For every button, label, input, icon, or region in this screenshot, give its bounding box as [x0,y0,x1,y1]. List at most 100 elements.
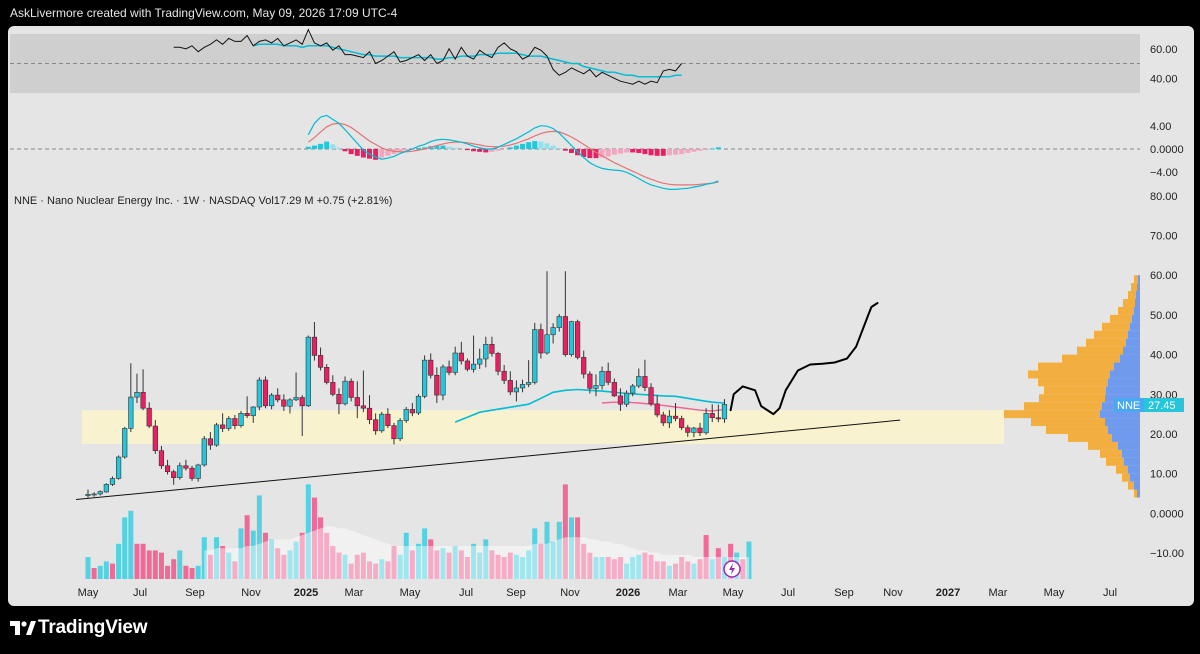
candle[interactable] [146,402,152,429]
candle[interactable] [244,396,250,419]
candle[interactable] [623,390,630,408]
candle[interactable] [446,360,452,376]
candle[interactable] [330,375,336,397]
candle[interactable] [495,351,501,376]
candle[interactable] [336,388,342,415]
candle[interactable] [201,435,207,467]
candle[interactable] [324,364,330,385]
candle[interactable] [366,395,373,425]
candle[interactable] [391,422,397,445]
candle[interactable] [397,418,403,442]
candle[interactable] [654,395,660,418]
candle[interactable] [642,359,648,392]
candle[interactable] [85,489,91,498]
candle[interactable] [574,319,581,360]
candle[interactable] [458,341,464,365]
candle[interactable] [464,358,471,372]
candle[interactable] [195,463,201,482]
candle[interactable] [403,407,409,423]
candle[interactable] [183,459,189,471]
candle[interactable] [660,411,666,427]
candle[interactable] [599,366,605,390]
candle[interactable] [103,483,109,493]
candle[interactable] [556,314,562,332]
candle[interactable] [275,388,281,403]
candle[interactable] [532,322,538,385]
candle[interactable] [91,492,97,497]
candle[interactable] [636,368,642,388]
candle[interactable] [544,271,550,355]
candle[interactable] [581,350,587,379]
candle[interactable] [305,335,311,408]
candle[interactable] [715,404,721,423]
candle[interactable] [568,320,575,357]
candle[interactable] [354,381,360,419]
candle[interactable] [477,348,483,369]
candle[interactable] [232,414,238,430]
candle[interactable] [256,377,262,411]
candle[interactable] [287,398,293,414]
candle[interactable] [373,413,379,435]
candle[interactable] [140,369,146,411]
candle[interactable] [293,372,299,402]
candle[interactable] [666,410,672,429]
candle[interactable] [171,469,177,485]
candle[interactable] [97,490,103,496]
candle[interactable] [226,416,232,431]
candle[interactable] [421,355,428,399]
candle[interactable] [513,380,519,402]
candle[interactable] [213,422,220,447]
candle[interactable] [207,432,214,450]
candle[interactable] [311,322,318,361]
candle[interactable] [238,410,244,428]
candle[interactable] [428,353,434,379]
candle[interactable] [648,383,654,407]
candle[interactable] [177,462,183,480]
candle[interactable] [281,394,287,411]
candle[interactable] [691,426,697,438]
candle[interactable] [122,426,128,459]
candle[interactable] [348,378,354,402]
candle[interactable] [268,393,275,410]
candle[interactable] [617,388,624,411]
candle[interactable] [550,323,556,344]
candle[interactable] [385,408,391,429]
candle[interactable] [611,378,617,398]
candle[interactable] [409,403,415,417]
candle[interactable] [685,424,691,437]
price-pane[interactable] [75,271,1140,579]
candle[interactable] [440,364,446,401]
candle[interactable] [538,323,544,359]
candle[interactable] [697,422,703,436]
candle[interactable] [483,336,489,368]
candle[interactable] [434,367,440,404]
candle[interactable] [501,364,507,384]
candle[interactable] [128,363,134,433]
candle[interactable] [519,379,526,393]
chart-area[interactable] [8,26,1194,606]
candle[interactable] [189,465,195,481]
candle[interactable] [526,360,532,388]
candle[interactable] [605,362,611,386]
candle[interactable] [317,347,324,371]
candle[interactable] [250,406,256,423]
candle[interactable] [164,459,171,475]
candle[interactable] [379,411,385,433]
candle[interactable] [452,346,458,376]
candle[interactable] [587,371,593,394]
candle[interactable] [158,445,165,469]
candle[interactable] [721,399,728,423]
candle[interactable] [672,403,679,422]
candle[interactable] [220,413,226,433]
projection-drawing[interactable] [729,302,879,416]
candle[interactable] [703,408,709,435]
candle[interactable] [679,415,685,431]
candle[interactable] [342,376,348,406]
candle[interactable] [415,394,422,415]
candle[interactable] [109,476,116,487]
alert-lightning-icon[interactable] [723,560,741,578]
candle[interactable] [152,420,158,454]
candle[interactable] [630,383,636,397]
candle[interactable] [593,374,599,397]
